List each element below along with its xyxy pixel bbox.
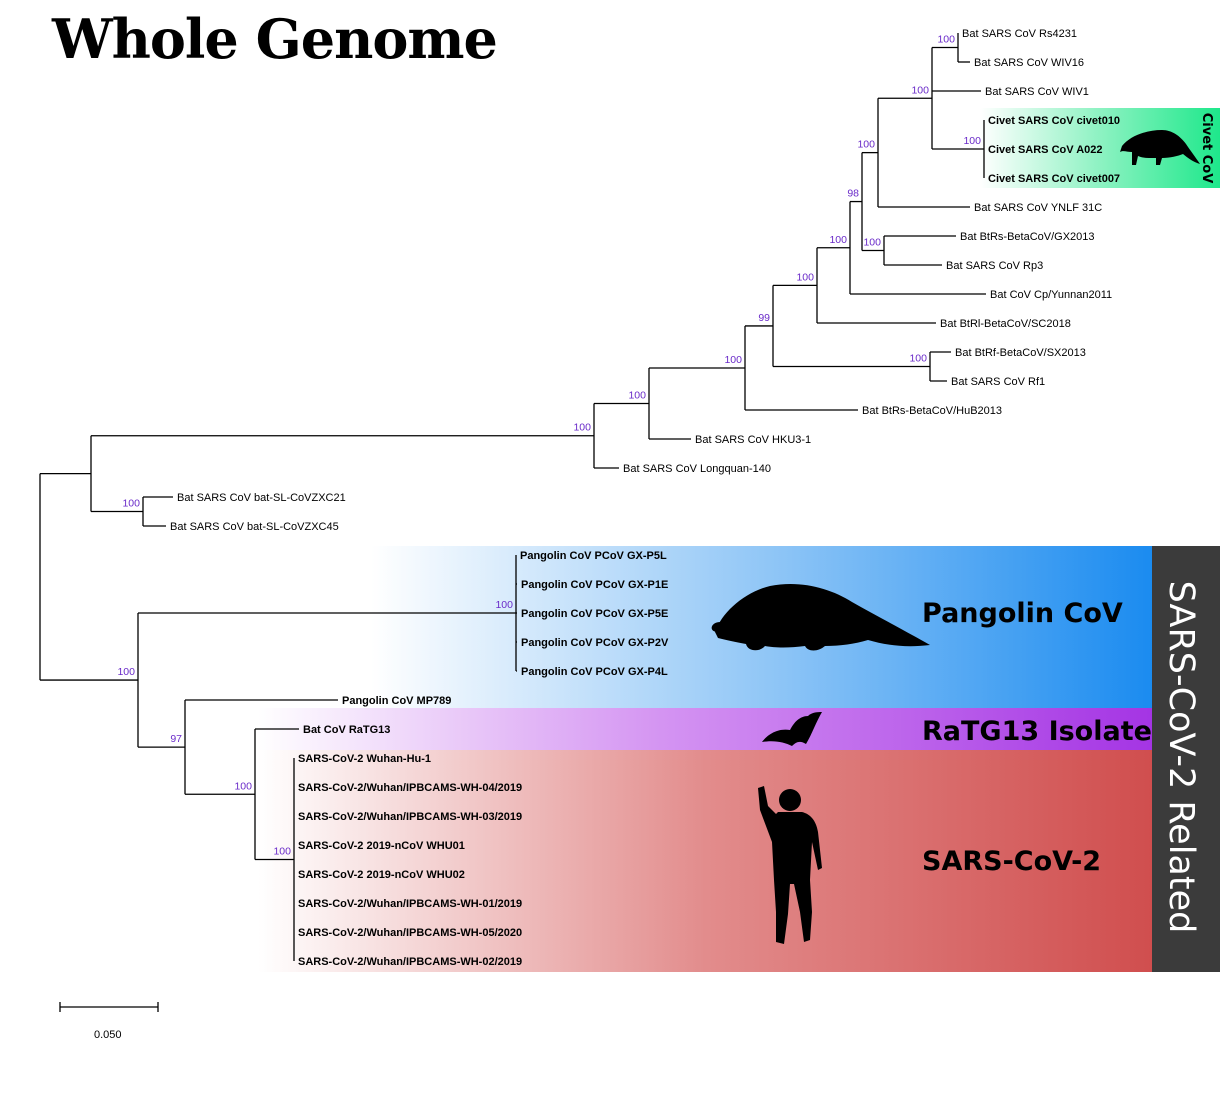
leaf-label-civet007: Civet SARS CoV civet007 [988, 173, 1120, 185]
leaf-label-zc21: Bat SARS CoV bat-SL-CoVZXC21 [177, 492, 346, 504]
civet-group-label: Civet CoV [1199, 113, 1214, 184]
leaf-label-p4l: Pangolin CoV PCoV GX-P4L [521, 666, 668, 678]
bootstrap-values: 100 100 100 100 100 98 100 100 100 99 100 100 100 100… [117, 34, 981, 858]
bootstrap-value: 100 [857, 139, 875, 151]
leaf-label-rs4231: Bat SARS CoV Rs4231 [962, 28, 1077, 40]
civet-silhouette [1120, 130, 1200, 165]
leaf-label-p5e: Pangolin CoV PCoV GX-P5E [521, 608, 668, 620]
bootstrap-value: 100 [628, 389, 646, 401]
leaf-label-cpyunnan: Bat CoV Cp/Yunnan2011 [990, 289, 1112, 301]
bootstrap-value: 100 [963, 135, 981, 147]
leaf-label-rf1: Bat SARS CoV Rf1 [951, 376, 1045, 388]
bootstrap-value: 100 [724, 354, 742, 366]
leaf-label-p5l: Pangolin CoV PCoV GX-P5L [520, 550, 667, 562]
leaf-label-wiv1: Bat SARS CoV WIV1 [985, 86, 1089, 98]
bootstrap-value: 100 [909, 353, 927, 365]
bootstrap-value: 100 [863, 237, 881, 249]
leaf-label-wh04: SARS-CoV-2/Wuhan/IPBCAMS-WH-04/2019 [298, 782, 522, 794]
bootstrap-value: 100 [495, 599, 513, 611]
leaf-label-p2v: Pangolin CoV PCoV GX-P2V [521, 637, 669, 649]
leaf-label-longquan: Bat SARS CoV Longquan-140 [623, 463, 771, 475]
sars2-band [258, 750, 1154, 972]
leaf-label-wh05: SARS-CoV-2/Wuhan/IPBCAMS-WH-05/2020 [298, 927, 522, 939]
related-group-label: SARS-CoV-2 Related [1161, 581, 1201, 934]
tree-branches [39, 33, 986, 961]
scale-bar-label: 0.050 [94, 1029, 122, 1041]
bootstrap-value: 100 [796, 271, 814, 283]
leaf-label-wiv16: Bat SARS CoV WIV16 [974, 57, 1084, 69]
ratg13-group-label: RaTG13 Isolate [922, 716, 1152, 747]
leaf-label-whu01: SARS-CoV-2 2019-nCoV WHU01 [298, 840, 465, 852]
leaf-label-sc2018: Bat BtRl-BetaCoV/SC2018 [940, 318, 1071, 330]
leaf-label-wh03: SARS-CoV-2/Wuhan/IPBCAMS-WH-03/2019 [298, 811, 522, 823]
bootstrap-value: 99 [758, 312, 770, 324]
bootstrap-value: 98 [847, 188, 859, 200]
leaf-label-hub2013: Bat BtRs-BetaCoV/HuB2013 [862, 405, 1002, 417]
leaf-label-sx2013: Bat BtRf-BetaCoV/SX2013 [955, 347, 1086, 359]
bootstrap-value: 100 [273, 846, 291, 858]
scale-bar: 0.050 [59, 1002, 159, 1041]
bootstrap-value: 100 [937, 34, 955, 46]
leaf-label-rp3: Bat SARS CoV Rp3 [946, 260, 1043, 272]
leaf-label-ynlf: Bat SARS CoV YNLF 31C [974, 202, 1102, 214]
figure-title: Whole Genome [52, 7, 498, 71]
leaf-label-civet010: Civet SARS CoV civet010 [988, 115, 1120, 127]
pangolin-silhouette [711, 583, 930, 651]
leaf-label-ratg13: Bat CoV RaTG13 [303, 724, 390, 736]
leaf-label-wh02: SARS-CoV-2/Wuhan/IPBCAMS-WH-02/2019 [298, 956, 522, 968]
related-bar [1152, 546, 1220, 972]
bootstrap-value: 100 [117, 666, 135, 678]
leaf-label-hu1: SARS-CoV-2 Wuhan-Hu-1 [298, 753, 431, 765]
leaf-label-wh01: SARS-CoV-2/Wuhan/IPBCAMS-WH-01/2019 [298, 898, 522, 910]
leaf-label-whu02: SARS-CoV-2 2019-nCoV WHU02 [298, 869, 465, 881]
sars2-group-label: SARS-CoV-2 [922, 846, 1101, 877]
bootstrap-value: 100 [911, 84, 929, 96]
bat-silhouette [762, 712, 822, 746]
leaf-label-zc45: Bat SARS CoV bat-SL-CoVZXC45 [170, 521, 339, 533]
leaf-label-a022: Civet SARS CoV A022 [988, 144, 1103, 156]
ratg13-band [258, 708, 1154, 750]
leaf-label-p1e: Pangolin CoV PCoV GX-P1E [521, 579, 668, 591]
bootstrap-value: 100 [122, 498, 140, 510]
leaf-label-mp789: Pangolin CoV MP789 [342, 695, 451, 707]
leaf-label-gx2013: Bat BtRs-BetaCoV/GX2013 [960, 231, 1095, 243]
leaf-labels: Bat SARS CoV Rs4231 Bat SARS CoV WIV16 Bat… [170, 28, 1120, 968]
pangolin-group-label: Pangolin CoV [922, 598, 1123, 629]
bootstrap-value: 100 [573, 422, 591, 434]
leaf-label-hku3: Bat SARS CoV HKU3-1 [695, 434, 811, 446]
bootstrap-value: 100 [234, 780, 252, 792]
bootstrap-value: 97 [170, 733, 182, 745]
human-silhouette [758, 786, 822, 944]
bootstrap-value: 100 [829, 234, 847, 246]
